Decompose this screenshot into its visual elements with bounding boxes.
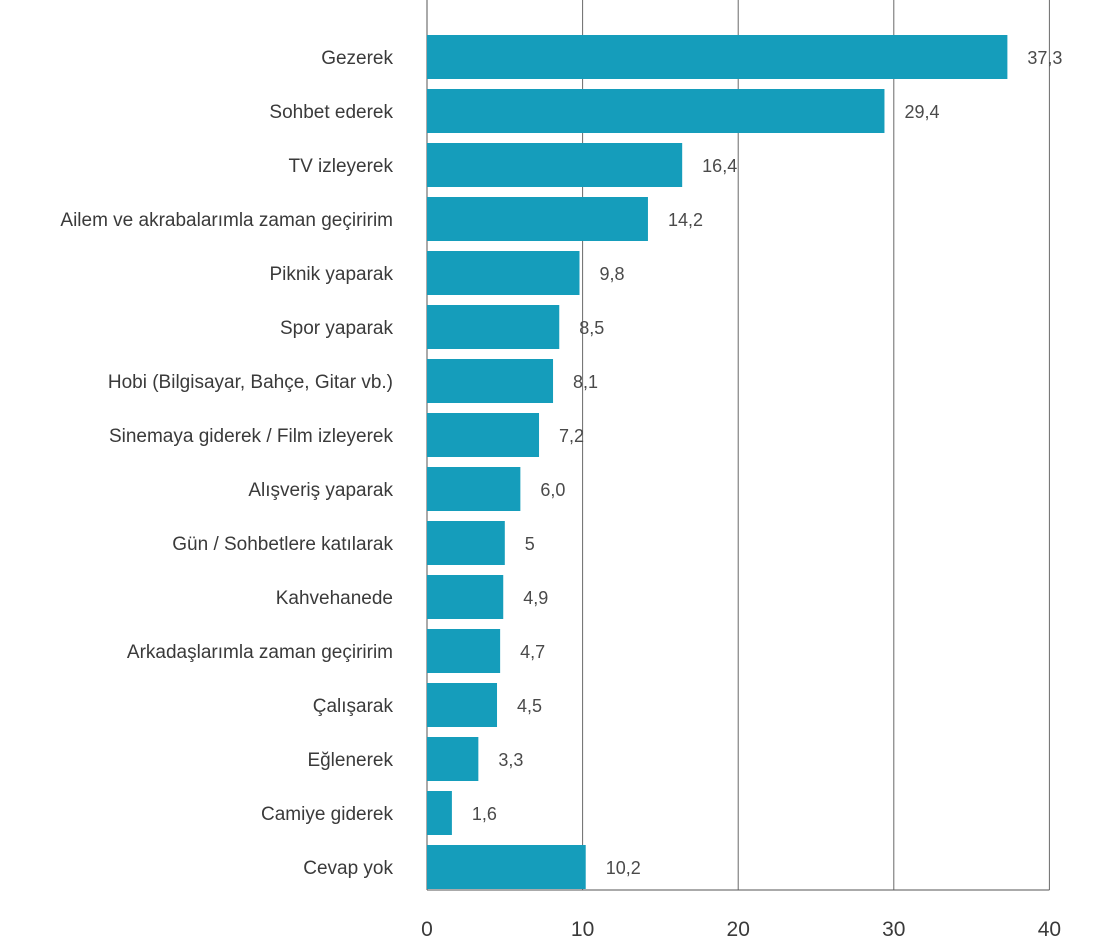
data-label: 3,3 (498, 750, 523, 770)
data-label: 1,6 (472, 804, 497, 824)
category-label: Piknik yaparak (269, 264, 393, 285)
bars (427, 35, 1008, 889)
category-label: Alışveriş yaparak (248, 480, 393, 501)
category-label: TV izleyerek (288, 156, 393, 177)
value-labels: 37,3 29,4 16,4 14,2 9,8 8,5 8,1 7,2 6,0 5 4,9 4,7 4,… (472, 48, 1063, 878)
category-label: Gün / Sohbetlere katılarak (172, 534, 393, 555)
bar (427, 467, 521, 511)
data-label: 8,5 (579, 318, 604, 338)
data-label: 4,9 (523, 588, 548, 608)
bar (427, 683, 498, 727)
bar (427, 791, 452, 835)
bar (427, 575, 504, 619)
data-label: 16,4 (702, 156, 737, 176)
category-label: Gezerek (321, 48, 393, 69)
bar (427, 305, 560, 349)
x-tick-label: 0 (421, 918, 433, 941)
x-tick-label: 10 (571, 918, 594, 941)
bar (427, 35, 1008, 79)
data-label: 29,4 (904, 102, 939, 122)
data-label: 9,8 (599, 264, 624, 284)
bar (427, 413, 540, 457)
bar (427, 251, 580, 295)
category-label: Ailem ve akrabalarımla zaman geçiririm (60, 210, 393, 231)
category-label: Sinemaya giderek / Film izleyerek (109, 426, 394, 447)
bar (427, 737, 479, 781)
bar (427, 143, 683, 187)
category-label: Cevap yok (303, 858, 393, 879)
data-label: 5 (525, 534, 535, 554)
data-label: 10,2 (606, 858, 641, 878)
category-labels: Gezerek Sohbet ederek TV izleyerek Ailem ve… (60, 48, 393, 879)
category-label: Kahvehanede (276, 588, 393, 609)
bar (427, 197, 648, 241)
category-label: Hobi (Bilgisayar, Bahçe, Gitar vb.) (108, 372, 393, 393)
bar (427, 521, 505, 565)
data-label: 14,2 (668, 210, 703, 230)
data-label: 4,5 (517, 696, 542, 716)
category-label: Sohbet ederek (269, 102, 393, 123)
category-label: Spor yaparak (280, 318, 394, 339)
data-label: 8,1 (573, 372, 598, 392)
data-label: 37,3 (1027, 48, 1062, 68)
category-label: Arkadaşlarımla zaman geçiririm (127, 642, 393, 663)
category-label: Camiye giderek (261, 804, 393, 825)
x-tick-label: 20 (727, 918, 750, 941)
x-tick-label: 30 (882, 918, 905, 941)
data-label: 7,2 (559, 426, 584, 446)
x-axis-tick-labels: 0 10 20 30 40 (421, 918, 1061, 941)
bar (427, 359, 554, 403)
x-tick-label: 40 (1038, 918, 1061, 941)
bar (427, 89, 885, 133)
category-label: Çalışarak (313, 696, 394, 717)
data-label: 4,7 (520, 642, 545, 662)
data-label: 6,0 (540, 480, 565, 500)
bar (427, 629, 501, 673)
bar (427, 845, 586, 889)
category-label: Eğlenerek (307, 750, 393, 771)
